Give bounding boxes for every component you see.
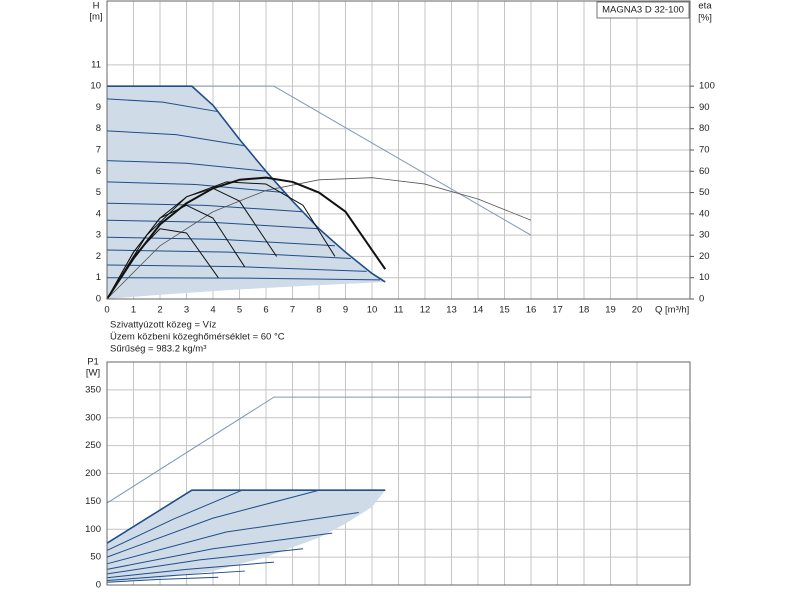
- y-tick-label: 8: [96, 123, 101, 134]
- performance-curve: [106, 489, 320, 558]
- performance-curve: [106, 548, 304, 575]
- x-tick-label: 5: [237, 305, 242, 316]
- y-tick-label: 1: [96, 272, 101, 283]
- performance-curve: [106, 219, 320, 230]
- annotation: Üzem közbeni közeghőmérséklet = 60 °C: [110, 332, 285, 343]
- plot-frame: [106, 361, 691, 586]
- performance-curve: [106, 181, 285, 194]
- operating-area: [107, 490, 386, 583]
- y2-tick-label: 80: [699, 123, 710, 134]
- y2-axis-unit: [%]: [698, 13, 712, 24]
- x-axis-label: Q [m³/h]: [655, 305, 689, 316]
- y2-tick-label: 50: [699, 187, 710, 198]
- y2-tick-label: 20: [699, 251, 710, 262]
- performance-curve: [106, 561, 274, 579]
- x-tick-label: 17: [552, 305, 563, 316]
- y-tick-label: 9: [96, 102, 101, 113]
- performance-curve: [106, 249, 351, 260]
- x-tick-label: 16: [526, 305, 537, 316]
- x-tick-label: 20: [632, 305, 643, 316]
- title-box: [596, 1, 690, 19]
- x-tick-label: 0: [104, 305, 109, 316]
- y-axis-label: H: [93, 1, 100, 12]
- x-tick-label: 15: [499, 305, 510, 316]
- performance-curve: [106, 160, 267, 172]
- y2-tick-label: 10: [699, 272, 710, 283]
- x-tick-label: 13: [446, 305, 457, 316]
- performance-curve: [106, 576, 219, 583]
- y-tick-label: 5: [96, 187, 101, 198]
- annotation: Sűrűség = 983.2 kg/m³: [110, 344, 206, 355]
- efficiency-curve: [106, 177, 532, 300]
- y-tick-label: 11: [91, 59, 101, 70]
- operating-area: [107, 86, 386, 300]
- x-tick-label: 6: [263, 305, 268, 316]
- performance-curve: [106, 489, 386, 544]
- y2-tick-label: 70: [699, 145, 710, 156]
- y-tick-label: 350: [85, 384, 101, 395]
- x-tick-label: 19: [605, 305, 616, 316]
- x-tick-label: 10: [367, 305, 378, 316]
- y-tick-label: 250: [85, 440, 101, 451]
- performance-curve: [106, 264, 367, 272]
- performance-curve: [106, 277, 380, 281]
- y-axis-unit: [m]: [89, 12, 102, 23]
- annotation: Szivattyúzott közeg = Víz: [110, 320, 217, 331]
- y-tick-label: 50: [90, 552, 101, 563]
- plot-frame: [106, 0, 691, 300]
- x-tick-label: 7: [290, 305, 295, 316]
- x-tick-label: 8: [316, 305, 321, 316]
- x-tick-label: 11: [394, 305, 404, 316]
- y2-tick-label: 60: [699, 166, 710, 177]
- efficiency-curve: [106, 176, 387, 300]
- x-tick-label: 1: [131, 305, 136, 316]
- y-tick-label: 7: [96, 145, 101, 156]
- x-tick-label: 14: [473, 305, 484, 316]
- performance-curve: [106, 489, 243, 551]
- x-tick-label: 2: [157, 305, 162, 316]
- y-tick-label: 4: [96, 208, 101, 219]
- y2-tick-label: 100: [699, 81, 715, 92]
- performance-curve: [106, 130, 245, 147]
- x-tick-label: 9: [343, 305, 348, 316]
- y-tick-label: 200: [85, 468, 101, 479]
- y-tick-label: 150: [85, 496, 101, 507]
- y-tick-label: 300: [85, 412, 101, 423]
- y2-tick-label: 90: [699, 102, 710, 113]
- y2-tick-label: 40: [699, 208, 710, 219]
- performance-curve: [106, 396, 531, 504]
- performance-curve: [106, 512, 359, 565]
- y-tick-label: 6: [96, 166, 101, 177]
- y-tick-label: 0: [96, 294, 101, 305]
- y2-axis-label: eta: [698, 1, 712, 12]
- x-tick-label: 12: [420, 305, 431, 316]
- chart-title: MAGNA3 D 32-100: [602, 5, 684, 16]
- y-tick-label: 3: [96, 230, 101, 241]
- efficiency-curve: [106, 181, 336, 300]
- x-tick-label: 3: [184, 305, 189, 316]
- performance-curve: [106, 532, 333, 570]
- y-tick-label: 0: [96, 580, 101, 591]
- y-axis-unit: [W]: [86, 368, 100, 379]
- y-tick-label: 10: [90, 81, 101, 92]
- y2-tick-label: 30: [699, 230, 710, 241]
- y-tick-label: 100: [85, 524, 101, 535]
- y2-tick-label: 0: [699, 294, 704, 305]
- x-tick-label: 18: [579, 305, 590, 316]
- performance-curve: [106, 98, 219, 113]
- x-tick-label: 4: [210, 305, 215, 316]
- performance-curve: [106, 202, 304, 213]
- y-axis-label: P1: [87, 357, 99, 368]
- performance-curve: [107, 85, 386, 283]
- y-tick-label: 2: [96, 251, 101, 262]
- performance-curve: [106, 570, 245, 582]
